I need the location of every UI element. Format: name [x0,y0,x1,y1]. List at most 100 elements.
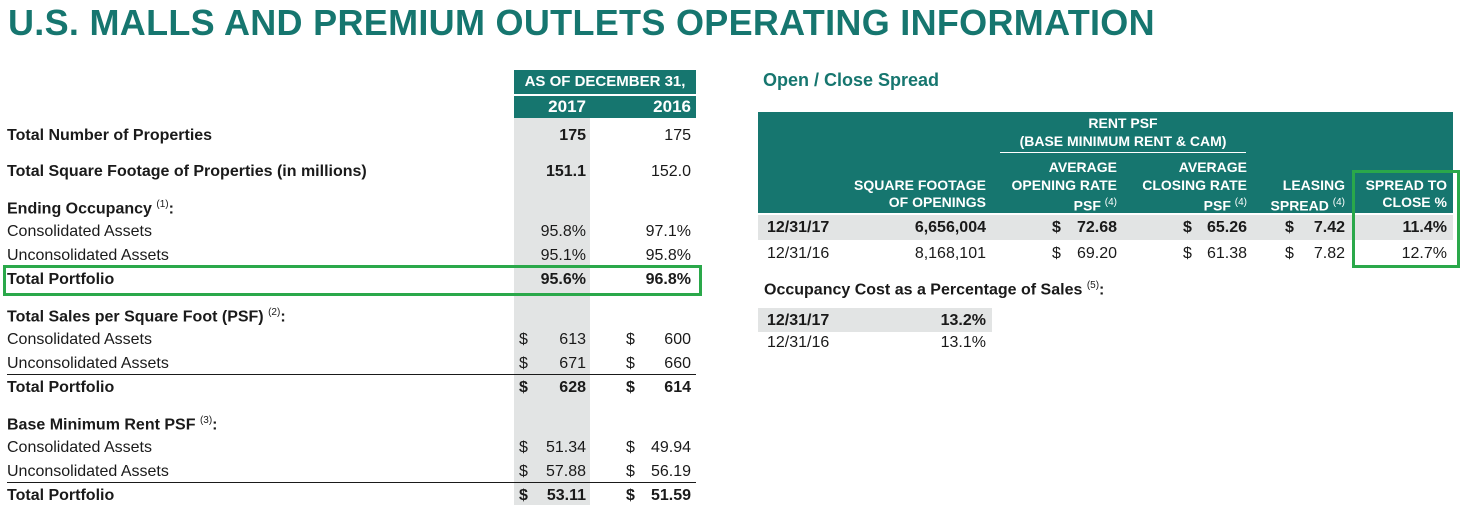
rent-total-2017-currency: $ [519,487,528,504]
rent-total-2016-currency: $ [626,487,635,504]
spread-sqft-2017: 6,656,004 [914,219,986,236]
sales-total-2017: 628 [559,379,586,396]
sales-consolidated-2017: 613 [559,331,586,348]
col-close-psf: PSF [1203,197,1231,214]
sales-consolidated-2016: 600 [664,331,691,348]
col-spread-header-l2: CLOSE % [1382,194,1447,210]
spread-sqft-2016: 8,168,101 [914,245,986,262]
occ-cost-value-2017: 13.2% [940,312,986,329]
spread-row-2017-shade [758,215,1453,240]
year-2016-label: 2016 [653,97,691,116]
col-sqft-header-l1: SQUARE FOOTAGE [854,177,986,193]
spread-open-2017: 72.68 [1076,219,1117,236]
occ-total-2016: 96.8% [645,271,691,288]
occupancy-footnote: (1) [156,199,169,210]
col-open-header-l3: PSF (4) [995,194,1117,215]
as-of-label: AS OF DECEMBER 31, [524,73,686,90]
as-of-header: AS OF DECEMBER 31, [514,70,696,94]
sales-total-2016: 614 [664,379,691,396]
sales-unconsolidated-2016-currency: $ [626,355,635,372]
year-2017-label: 2017 [548,97,586,116]
spread-close-2016: 61.38 [1206,245,1247,262]
spread-close-2017: 65.26 [1206,219,1247,236]
col-sqft-header-l2: OF OPENINGS [888,194,986,210]
rent-consolidated-label: Consolidated Assets [7,439,152,456]
spread-heading: Open / Close Spread [763,70,940,90]
col-open-header-l1: AVERAGE [1048,159,1117,175]
sales-total-2017-currency: $ [519,379,528,396]
rent-consolidated-2017-currency: $ [519,439,528,456]
col-leasing-header-l2: SPREAD (4) [1255,194,1345,215]
rent-unconsolidated-2017-currency: $ [519,463,528,480]
sales-unconsolidated-2017-currency: $ [519,355,528,372]
col-close-header-l3: PSF (4) [1125,194,1247,215]
rent-total-2017: 53.11 [546,487,586,504]
spread-pct-2016: 12.7% [1401,245,1447,262]
rent-psf-label: RENT PSF [1088,115,1158,131]
occ-unconsolidated-2016: 95.8% [645,247,691,264]
row-label-total-properties: Total Number of Properties [7,127,213,144]
spread-open-2016-currency: $ [1052,245,1061,262]
spread-to-close-highlight-box [1352,170,1460,268]
occupancy-cost-heading: Occupancy Cost as a Percentage of Sales … [764,280,1104,299]
spread-date-2016: 12/31/16 [767,245,830,262]
spread-close-2016-currency: $ [1183,245,1192,262]
page-title: U.S. MALLS AND PREMIUM OUTLETS OPERATING… [8,2,1155,43]
rent-consolidated-2017: 51.34 [545,439,586,456]
val-sqft-2017: 151.1 [545,163,586,180]
col-close-header-l2: CLOSING RATE [1142,177,1247,193]
col-close-header-l1: AVERAGE [1178,159,1247,175]
sales-total-label: Total Portfolio [7,379,115,396]
occ-consolidated-label: Consolidated Assets [7,223,152,240]
occ-unconsolidated-2017: 95.1% [540,247,586,264]
sales-heading-text: Total Sales per Square Foot (PSF) [7,308,264,326]
sales-colon: : [280,308,286,326]
rent-total-2016: 51.59 [650,487,691,504]
val-properties-2016: 175 [664,127,691,144]
occ-consolidated-2017: 95.8% [540,223,586,240]
occ-cost-value-2016: 13.1% [940,334,986,351]
sales-consolidated-2017-currency: $ [519,331,528,348]
rent-heading: Base Minimum Rent PSF (3): [7,415,218,434]
year-header-2016: 2016 [590,96,696,118]
sales-footnote: (2) [268,307,281,318]
rent-heading-text: Base Minimum Rent PSF [7,416,196,434]
spread-leasing-2016-currency: $ [1285,245,1294,262]
rent-psf-sublabel: (BASE MINIMUM RENT & CAM) [1019,133,1227,149]
spread-open-2016: 69.20 [1076,245,1117,262]
sales-unconsolidated-label: Unconsolidated Assets [7,355,169,372]
sales-consolidated-2016-currency: $ [626,331,635,348]
rent-unconsolidated-label: Unconsolidated Assets [7,463,169,480]
sales-consolidated-label: Consolidated Assets [7,331,152,348]
rent-unconsolidated-2016: 56.19 [650,463,691,480]
spread-date-2017: 12/31/17 [767,219,830,236]
occ-total-label: Total Portfolio [7,271,115,288]
rent-unconsolidated-2016-currency: $ [626,463,635,480]
occ-cost-date-2016: 12/31/16 [767,334,830,351]
year-header-2017: 2017 [514,96,590,118]
col-spread-header-l1: SPREAD TO [1365,177,1447,193]
row-label-total-sqft: Total Square Footage of Properties (in m… [7,163,367,180]
rent-consolidated-2016: 49.94 [650,439,691,456]
occupancy-cost-footnote: (5) [1086,280,1100,291]
col-2017-shade [514,118,590,505]
spread-pct-2017: 11.4% [1402,219,1447,236]
val-properties-2017: 175 [559,127,586,144]
spread-leasing-2017: 7.42 [1313,219,1345,236]
col-leasing-footnote: (4) [1332,197,1345,208]
spread-leasing-2016: 7.82 [1313,245,1345,262]
spread-close-2017-currency: $ [1183,219,1192,236]
occupancy-colon: : [168,200,174,218]
occ-unconsolidated-label: Unconsolidated Assets [7,247,169,264]
col-leasing-header-l1: LEASING [1282,177,1345,193]
sales-unconsolidated-2017: 671 [559,355,586,372]
col-open-footnote: (4) [1104,197,1117,208]
occupancy-cost-row-2017-shade [758,308,992,332]
sales-unconsolidated-2016: 660 [664,355,691,372]
rent-footnote: (3) [199,415,213,426]
occupancy-heading-text: Ending Occupancy [7,200,152,218]
occupancy-heading: Ending Occupancy (1): [7,199,174,218]
col-close-footnote: (4) [1234,197,1247,208]
spread-header-band [758,112,1453,213]
total-portfolio-highlight-box [3,265,702,296]
